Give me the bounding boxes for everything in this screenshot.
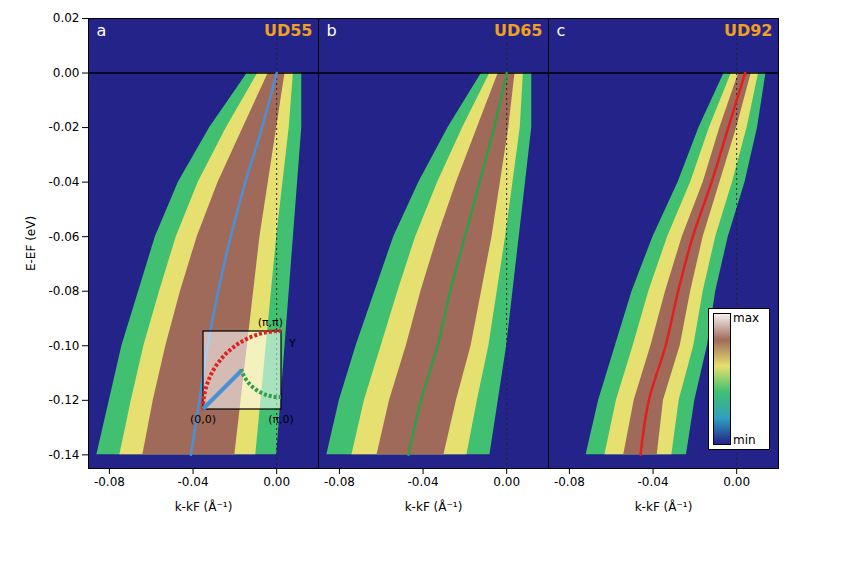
svg-text:k-kF (Å⁻¹): k-kF (Å⁻¹) <box>405 499 463 514</box>
svg-text:-0.08: -0.08 <box>48 284 79 298</box>
svg-text:UD65: UD65 <box>494 21 543 40</box>
svg-text:-0.08: -0.08 <box>554 475 585 489</box>
svg-text:-0.02: -0.02 <box>48 120 79 134</box>
svg-text:-0.12: -0.12 <box>48 393 79 407</box>
svg-text:-0.04: -0.04 <box>638 475 669 489</box>
svg-text:(π,0): (π,0) <box>268 413 294 426</box>
svg-text:Y: Y <box>288 337 296 350</box>
svg-text:0.00: 0.00 <box>53 66 80 80</box>
svg-text:E-EF (eV): E-EF (eV) <box>24 216 38 271</box>
svg-text:0.00: 0.00 <box>493 475 520 489</box>
svg-text:0.02: 0.02 <box>53 11 80 25</box>
html-text:max: max <box>733 311 760 325</box>
svg-text:-0.04: -0.04 <box>178 475 209 489</box>
svg-text:b: b <box>327 21 337 40</box>
svg-text:UD55: UD55 <box>264 21 313 40</box>
svg-text:a: a <box>97 21 107 40</box>
svg-text:(0,0): (0,0) <box>190 413 216 426</box>
svg-text:0.00: 0.00 <box>723 475 750 489</box>
html-text:min: min <box>733 433 756 447</box>
svg-text:-0.06: -0.06 <box>48 230 79 244</box>
svg-text:k-kF (Å⁻¹): k-kF (Å⁻¹) <box>175 499 233 514</box>
svg-text:k-kF (Å⁻¹): k-kF (Å⁻¹) <box>635 499 693 514</box>
svg-text:-0.14: -0.14 <box>48 448 79 462</box>
svg-text:UD92: UD92 <box>724 21 773 40</box>
svg-text:(π,π): (π,π) <box>258 316 283 329</box>
svg-text:-0.10: -0.10 <box>48 339 79 353</box>
svg-text:-0.08: -0.08 <box>324 475 355 489</box>
svg-text:-0.04: -0.04 <box>48 175 79 189</box>
svg-text:-0.04: -0.04 <box>408 475 439 489</box>
svg-text:0.00: 0.00 <box>263 475 290 489</box>
svg-text:c: c <box>557 21 566 40</box>
svg-text:-0.08: -0.08 <box>94 475 125 489</box>
